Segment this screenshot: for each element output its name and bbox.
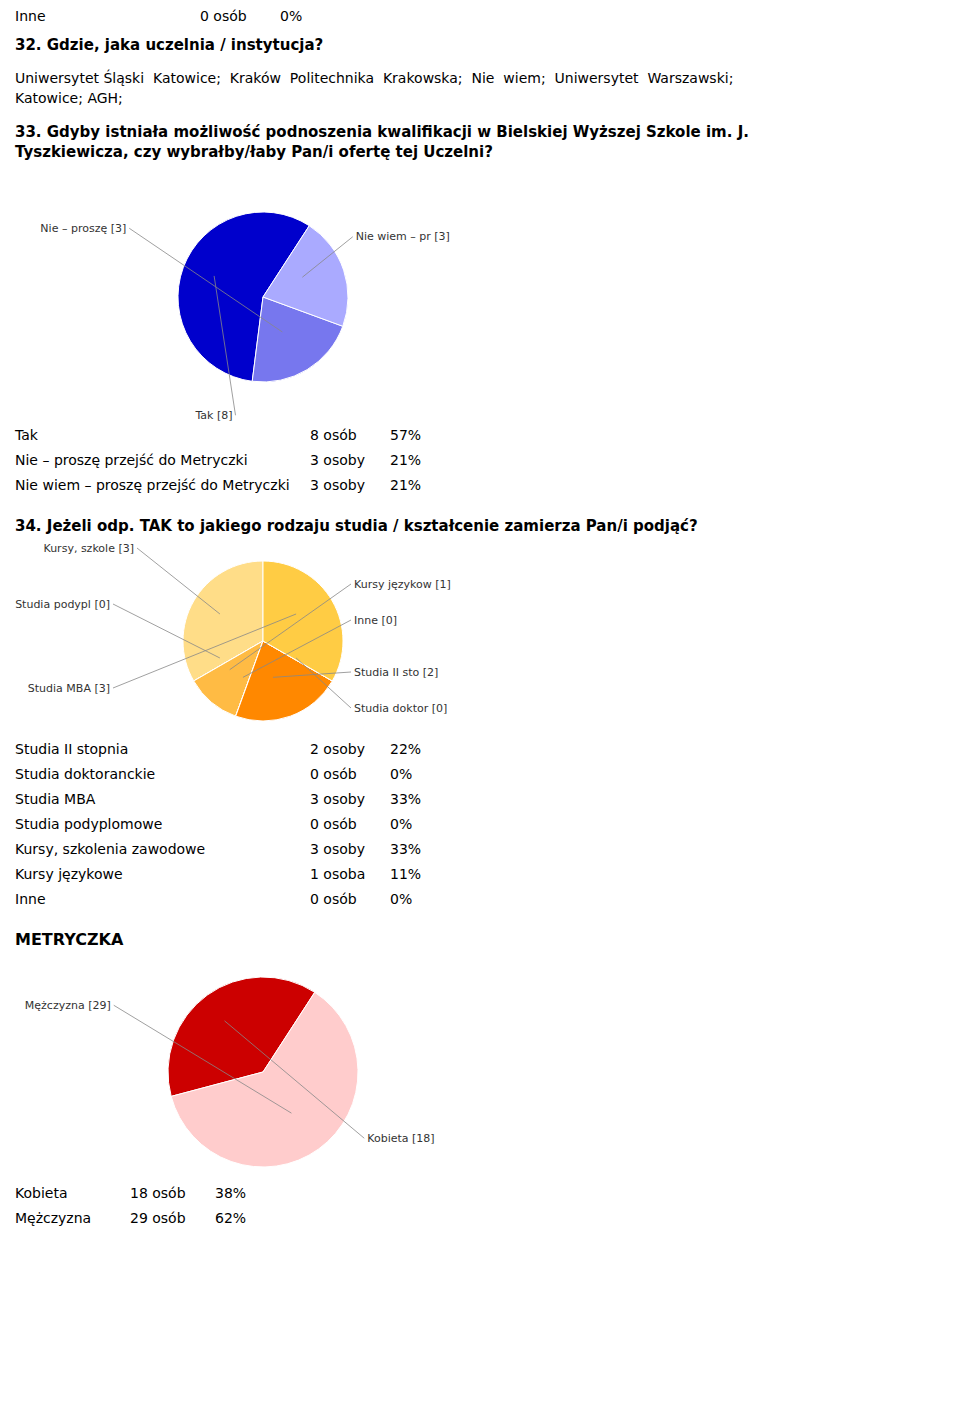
html-text:0 osób: 0 osób <box>200 8 247 24</box>
html-text:0%: 0% <box>280 8 303 24</box>
html-text:8 osób: 8 osób <box>310 427 357 443</box>
html-text:34. Jeżeli odp. TAK to jakiego: 34. Jeżeli odp. TAK to jakiego rodzaju s… <box>15 517 698 535</box>
html-text:Inne: Inne <box>15 8 46 24</box>
svg-text:Studia podypl [0]: Studia podypl [0] <box>15 598 110 611</box>
html-text:0%: 0% <box>390 891 413 907</box>
html-text:Studia II stopnia: Studia II stopnia <box>15 741 129 757</box>
html-text:22%: 22% <box>390 741 422 757</box>
svg-text:Nie wiem – pr [3]: Nie wiem – pr [3] <box>356 230 450 243</box>
html-text:Studia doktoranckie: Studia doktoranckie <box>15 766 156 782</box>
html-text:Mężczyzna: Mężczyzna <box>15 1210 92 1226</box>
html-text:33. Gdyby istniała możliwość p: 33. Gdyby istniała możliwość podnoszenia… <box>15 123 749 161</box>
html-text:Kobieta: Kobieta <box>15 1185 68 1201</box>
svg-text:Tak [8]: Tak [8] <box>194 409 232 422</box>
html-text:Uniwersytet Śląski Katowice; K: Uniwersytet Śląski Katowice; Kraków Poli… <box>15 70 734 86</box>
svg-text:Kobieta [18]: Kobieta [18] <box>367 1132 434 1145</box>
html-text:0%: 0% <box>390 766 413 782</box>
html-text:Kursy, szkolenia zawodowe: Kursy, szkolenia zawodowe <box>15 841 206 857</box>
html-text:3 osoby: 3 osoby <box>310 791 365 807</box>
html-text:Studia podyplomowe: Studia podyplomowe <box>15 816 163 832</box>
html-text:3 osoby: 3 osoby <box>310 477 365 493</box>
html-text:21%: 21% <box>390 477 422 493</box>
svg-text:Studia MBA [3]: Studia MBA [3] <box>28 682 110 695</box>
html-text:11%: 11% <box>390 866 422 882</box>
svg-text:Studia II sto [2]: Studia II sto [2] <box>354 666 438 679</box>
svg-text:Inne [0]: Inne [0] <box>354 614 397 627</box>
html-text:62%: 62% <box>215 1210 247 1226</box>
svg-text:Nie – proszę [3]: Nie – proszę [3] <box>40 222 126 235</box>
html-text:Nie – proszę przejść do Metryc: Nie – proszę przejść do Metryczki <box>15 452 248 468</box>
html-text:33%: 33% <box>390 841 422 857</box>
html-text:Kursy językowe: Kursy językowe <box>15 866 123 882</box>
html-text:18 osób: 18 osób <box>130 1185 186 1201</box>
html-text:1 osoba: 1 osoba <box>310 866 366 882</box>
html-text:Studia MBA: Studia MBA <box>15 791 96 807</box>
html-text:0%: 0% <box>390 816 413 832</box>
svg-text:Mężczyzna [29]: Mężczyzna [29] <box>25 999 111 1012</box>
svg-text:Kursy językow [1]: Kursy językow [1] <box>354 578 451 591</box>
html-text:21%: 21% <box>390 452 422 468</box>
html-text:38%: 38% <box>215 1185 247 1201</box>
html-text:METRYCZKA: METRYCZKA <box>15 930 124 949</box>
html-text:2 osoby: 2 osoby <box>310 741 365 757</box>
html-text:0 osób: 0 osób <box>310 891 357 907</box>
html-text:3 osoby: 3 osoby <box>310 452 365 468</box>
html-text:Tak: Tak <box>15 427 38 443</box>
html-text:Katowice; AGH;: Katowice; AGH; <box>15 90 123 106</box>
html-text:32. Gdzie, jaka uczelnia / ins: 32. Gdzie, jaka uczelnia / instytucja? <box>15 36 324 54</box>
html-text:33%: 33% <box>390 791 422 807</box>
html-text:0 osób: 0 osób <box>310 816 357 832</box>
html-text:3 osoby: 3 osoby <box>310 841 365 857</box>
html-text:57%: 57% <box>390 427 422 443</box>
html-text:Nie wiem – proszę przejść do M: Nie wiem – proszę przejść do Metryczki <box>15 477 290 493</box>
html-text:0 osób: 0 osób <box>310 766 357 782</box>
html-text:29 osób: 29 osób <box>130 1210 186 1226</box>
svg-text:Kursy, szkole [3]: Kursy, szkole [3] <box>43 542 134 555</box>
svg-text:Studia doktor [0]: Studia doktor [0] <box>354 702 447 715</box>
html-text:Inne: Inne <box>15 891 46 907</box>
